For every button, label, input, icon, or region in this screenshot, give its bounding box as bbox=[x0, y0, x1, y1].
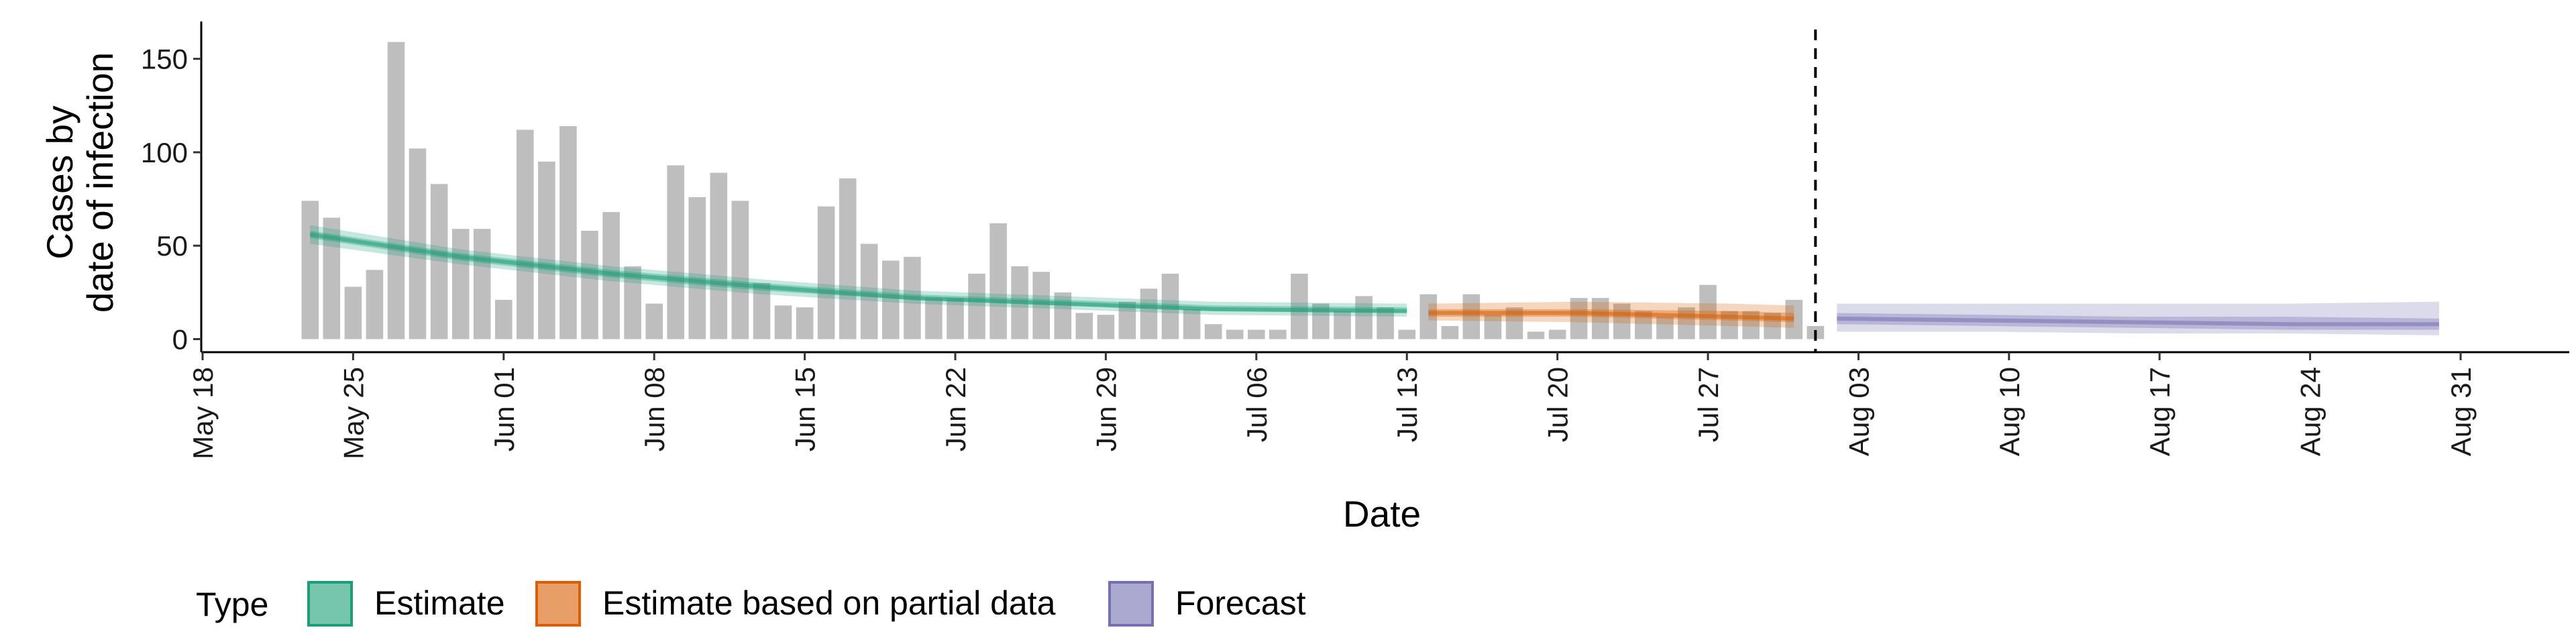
bar bbox=[1678, 307, 1695, 339]
bar bbox=[882, 260, 900, 339]
bar bbox=[581, 231, 598, 339]
bar bbox=[645, 303, 663, 339]
legend-item-label: Forecast bbox=[1175, 584, 1306, 622]
bar bbox=[409, 148, 427, 339]
bar bbox=[1054, 292, 1072, 339]
bar bbox=[1419, 294, 1437, 339]
bar bbox=[925, 298, 943, 339]
bar bbox=[538, 161, 555, 339]
bar bbox=[1269, 329, 1287, 339]
bar bbox=[1291, 274, 1308, 339]
bar bbox=[817, 206, 835, 339]
forecast-ribbon-90 bbox=[1837, 301, 2439, 335]
x-tick-label: Jul 06 bbox=[1241, 367, 1273, 442]
x-tick-label: Aug 31 bbox=[2445, 367, 2477, 456]
x-tick-label: Jun 01 bbox=[488, 367, 520, 451]
x-tick-label: Jul 27 bbox=[1693, 367, 1724, 442]
bar bbox=[301, 201, 319, 339]
bar bbox=[517, 129, 534, 339]
bar bbox=[1527, 331, 1545, 339]
bar bbox=[1226, 329, 1244, 339]
bar bbox=[1548, 329, 1566, 339]
bar bbox=[430, 184, 448, 339]
legend-key bbox=[535, 581, 581, 627]
x-tick-label: Jun 22 bbox=[940, 367, 971, 451]
bar bbox=[344, 286, 362, 339]
y-axis-title-line-2: date of infection bbox=[79, 52, 121, 313]
y-tick-label: 150 bbox=[141, 44, 188, 75]
x-tick-label: Aug 10 bbox=[1994, 367, 2025, 456]
bar bbox=[387, 42, 405, 339]
bar bbox=[731, 201, 749, 339]
bar bbox=[839, 178, 857, 339]
legend-key bbox=[1108, 581, 1154, 627]
y-axis-title: Cases by date of infection bbox=[39, 52, 121, 313]
x-tick-label: Jun 29 bbox=[1090, 367, 1122, 451]
x-tick-label: Aug 03 bbox=[1843, 367, 1874, 456]
estimate-based-on-partial-data-median-line bbox=[1428, 311, 1794, 321]
bar bbox=[1591, 298, 1609, 339]
x-tick-label: Jun 15 bbox=[790, 367, 821, 451]
ribbons-layer bbox=[309, 225, 2439, 335]
legend-title: Type bbox=[196, 586, 268, 623]
bar bbox=[860, 244, 878, 339]
bar bbox=[989, 223, 1007, 339]
bar bbox=[1097, 315, 1115, 339]
bar bbox=[947, 298, 964, 339]
bars-layer bbox=[301, 42, 1825, 339]
bar bbox=[1398, 329, 1415, 339]
bar bbox=[1613, 303, 1631, 339]
y-tick-label: 50 bbox=[156, 230, 188, 262]
x-axis-title: Date bbox=[1343, 493, 1421, 535]
bar bbox=[624, 266, 641, 339]
x-tick-label: May 18 bbox=[187, 367, 219, 460]
x-tick-label: Jul 13 bbox=[1391, 367, 1423, 442]
legend-item-label: Estimate based on partial data bbox=[602, 584, 1056, 622]
forecast-median-line bbox=[1837, 316, 2439, 327]
y-tick-label: 100 bbox=[141, 137, 188, 168]
bar bbox=[796, 307, 814, 339]
legend-key bbox=[307, 581, 353, 627]
bar bbox=[1441, 326, 1459, 339]
bar bbox=[495, 300, 513, 339]
bar bbox=[667, 165, 684, 339]
bar bbox=[1355, 296, 1373, 339]
y-axis-title-line-1: Cases by bbox=[39, 105, 80, 260]
bar bbox=[1248, 329, 1265, 339]
estimate-ribbon-50 bbox=[310, 231, 1407, 313]
bar bbox=[1183, 309, 1201, 339]
bar bbox=[1075, 313, 1093, 339]
bar bbox=[1656, 317, 1674, 339]
x-tick-label: Jun 08 bbox=[639, 367, 670, 451]
bar bbox=[559, 126, 577, 339]
bar bbox=[1484, 315, 1502, 339]
x-tick-label: Aug 24 bbox=[2295, 367, 2326, 456]
bar bbox=[968, 274, 985, 339]
bar bbox=[1334, 311, 1351, 339]
bar bbox=[366, 270, 384, 339]
bar bbox=[1204, 324, 1222, 339]
axes-layer: 0 50 100 150 May 18 May 25 Jun 01 Jun 08 Jun 15 J… bbox=[141, 21, 2569, 460]
y-tick-label: 0 bbox=[172, 324, 188, 356]
estimate-ribbon-90 bbox=[310, 225, 1407, 317]
x-tick-label: Aug 17 bbox=[2144, 367, 2176, 456]
legend-item-label: Estimate bbox=[374, 584, 505, 622]
bar bbox=[710, 172, 728, 339]
x-tick-label: Jul 20 bbox=[1542, 367, 1574, 442]
bar bbox=[1032, 272, 1050, 339]
bar bbox=[1140, 288, 1158, 339]
bar bbox=[451, 229, 470, 339]
estimate-median-line bbox=[309, 232, 1407, 313]
bar bbox=[1462, 294, 1481, 339]
x-tick-label: May 25 bbox=[337, 367, 369, 460]
bar bbox=[473, 229, 491, 339]
bar bbox=[774, 305, 792, 339]
bar bbox=[753, 282, 771, 339]
legend: Type Estimate Estimate based on partial d… bbox=[196, 581, 1306, 627]
bar bbox=[1699, 284, 1717, 339]
bar bbox=[1570, 298, 1588, 339]
bar bbox=[688, 197, 706, 339]
